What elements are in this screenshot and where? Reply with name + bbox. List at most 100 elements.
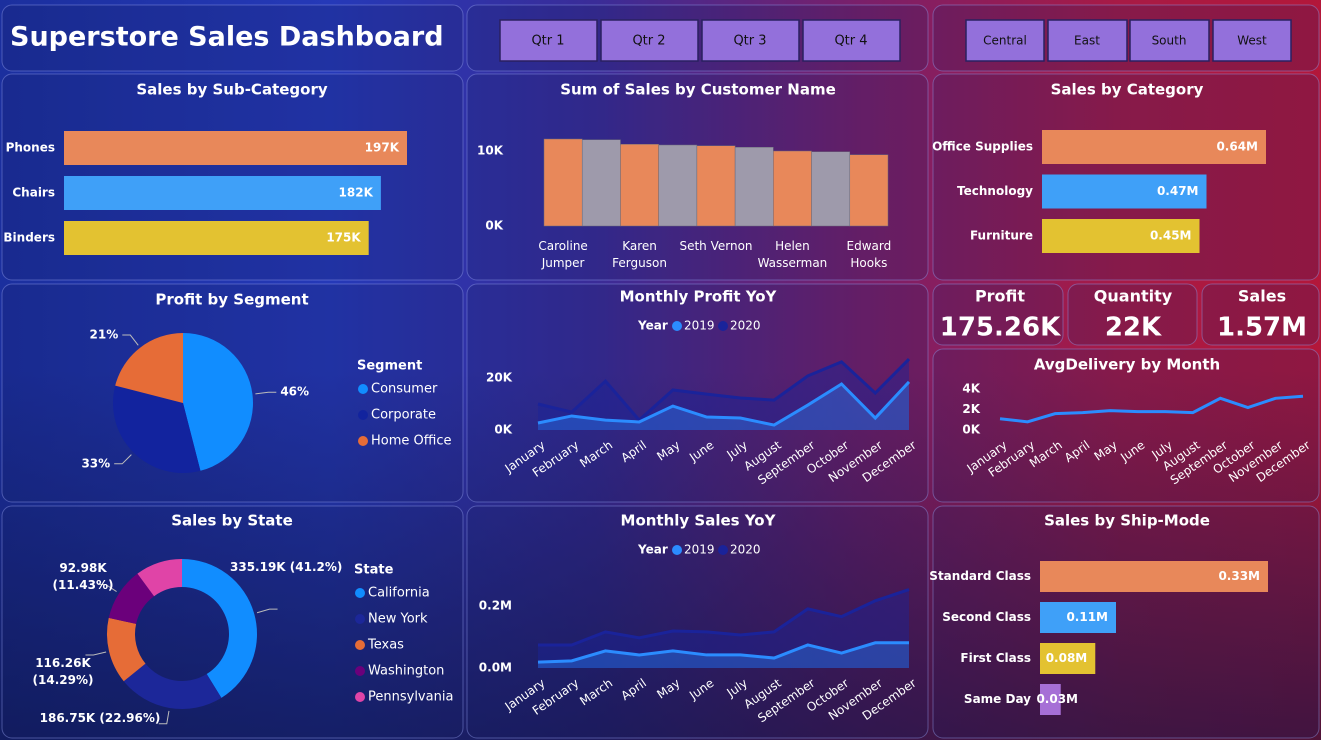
line	[537, 641, 909, 664]
bar	[1040, 643, 1096, 674]
bar	[543, 138, 583, 227]
leader-line	[256, 608, 278, 614]
bar	[1042, 130, 1266, 164]
quarter-button[interactable]	[499, 19, 598, 62]
value-label: 92.98K (11.43%)	[52, 561, 114, 592]
legend-title: Segment	[357, 359, 422, 374]
chart-title: Sum of Sales by Customer Name	[560, 81, 836, 99]
legend-title: Year	[637, 543, 668, 557]
region-button[interactable]	[965, 19, 1045, 62]
quarter-button[interactable]	[600, 19, 699, 62]
y-tick-label: 0.2M	[479, 598, 512, 612]
slice	[107, 617, 146, 682]
bar	[1040, 561, 1268, 592]
legend-label: Consumer	[371, 382, 438, 397]
panel	[466, 505, 929, 739]
x-tick-label-box: Edward Hooks	[847, 239, 892, 270]
value-label: 46%	[280, 385, 309, 399]
value-label-box: 335.19K (41.2%)	[230, 560, 343, 574]
bar	[658, 144, 698, 227]
bar	[734, 147, 774, 227]
slice	[113, 385, 201, 473]
y-tick-label: 2K	[962, 402, 980, 416]
bar	[64, 221, 369, 255]
legend-marker	[672, 545, 682, 555]
bar	[581, 139, 621, 227]
kpi-label: Sales	[1238, 287, 1286, 306]
x-tick-label: Seth Vernon	[679, 239, 753, 253]
value-label: 175K	[326, 231, 361, 245]
quarter-button[interactable]	[701, 19, 800, 62]
panel	[1, 4, 464, 72]
value-label: 33%	[81, 456, 110, 470]
quarter-slicer: Qtr 1 Qtr 2 Qtr 3 Qtr 4	[499, 19, 901, 62]
legend-label: 2020	[730, 543, 761, 557]
slice	[123, 663, 222, 709]
quarter-label[interactable]: Qtr 3	[733, 34, 766, 49]
legend-label: California	[368, 586, 430, 601]
slice	[108, 573, 155, 624]
chart-title: Sales by State	[171, 512, 293, 530]
value-label: 0.11M	[1066, 610, 1108, 624]
value-label: 186.75K (22.96%)	[39, 711, 161, 725]
chart-title: Sales by Category	[1051, 81, 1204, 99]
value-label: 0.64M	[1216, 140, 1258, 154]
chart-title: Sales by Sub-Category	[136, 81, 327, 99]
kpi-label: Quantity	[1094, 287, 1173, 306]
region-label[interactable]: Central	[983, 34, 1027, 48]
y-tick-label: 0.0M	[479, 661, 512, 675]
y-tick-label: 20K	[486, 371, 513, 385]
bar	[1040, 602, 1116, 633]
value-label: 0.03M	[1036, 692, 1078, 706]
region-button[interactable]	[1212, 19, 1292, 62]
value-label: 335.19K (41.2%)	[230, 560, 343, 574]
legend-label: Pennsylvania	[368, 690, 453, 705]
y-tick-label: 0K	[962, 423, 980, 437]
region-label[interactable]: West	[1237, 34, 1267, 48]
x-tick-label-box: Helen Wasserman	[757, 239, 828, 270]
legend-marker	[358, 384, 368, 394]
quarter-button[interactable]	[802, 19, 901, 62]
kpi-value: 22K	[1105, 313, 1162, 343]
panel	[1201, 283, 1320, 346]
value-label: 21%	[90, 328, 119, 342]
leader-line	[85, 651, 107, 656]
quarter-label[interactable]: Qtr 2	[632, 34, 665, 49]
category-label: Phones	[6, 141, 55, 155]
x-tick-label: Karen Ferguson	[612, 239, 667, 270]
chart-title: AvgDelivery by Month	[1034, 356, 1220, 374]
y-tick-label: 10K	[477, 144, 504, 158]
legend-label: 2020	[730, 319, 761, 333]
legend-label: Home Office	[371, 434, 451, 449]
slice	[115, 333, 183, 403]
quarter-label[interactable]: Qtr 4	[834, 34, 867, 49]
region-label[interactable]: South	[1152, 34, 1187, 48]
bar	[64, 176, 381, 210]
leader-line	[114, 454, 132, 465]
category-label: Second Class	[942, 610, 1031, 624]
x-tick-label: Helen Wasserman	[757, 239, 828, 270]
region-button[interactable]	[1129, 19, 1210, 62]
value-label-box: 186.75K (22.96%)	[39, 711, 161, 725]
legend-marker	[355, 588, 365, 598]
category-label: Same Day	[964, 692, 1031, 706]
legend-label: New York	[368, 612, 428, 627]
x-tick-label-box: Karen Ferguson	[612, 239, 667, 270]
kpi-value: 175.26K	[940, 313, 1061, 343]
legend-label: 2019	[684, 543, 715, 557]
region-label[interactable]: East	[1074, 34, 1100, 48]
panel	[1067, 283, 1198, 346]
quarter-label[interactable]: Qtr 1	[531, 34, 564, 49]
bar	[620, 144, 659, 227]
slice	[182, 559, 258, 698]
line	[538, 588, 910, 647]
chart-title: Sales by Ship-Mode	[1044, 512, 1210, 530]
dashboard-title: Superstore Sales Dashboard	[10, 22, 444, 53]
legend-marker	[355, 640, 365, 650]
legend-marker	[718, 321, 728, 331]
value-label: 182K	[339, 186, 374, 200]
region-button[interactable]	[1047, 19, 1128, 62]
chart-title: Profit by Segment	[155, 291, 308, 309]
kpi-value: 1.57M	[1217, 313, 1307, 343]
